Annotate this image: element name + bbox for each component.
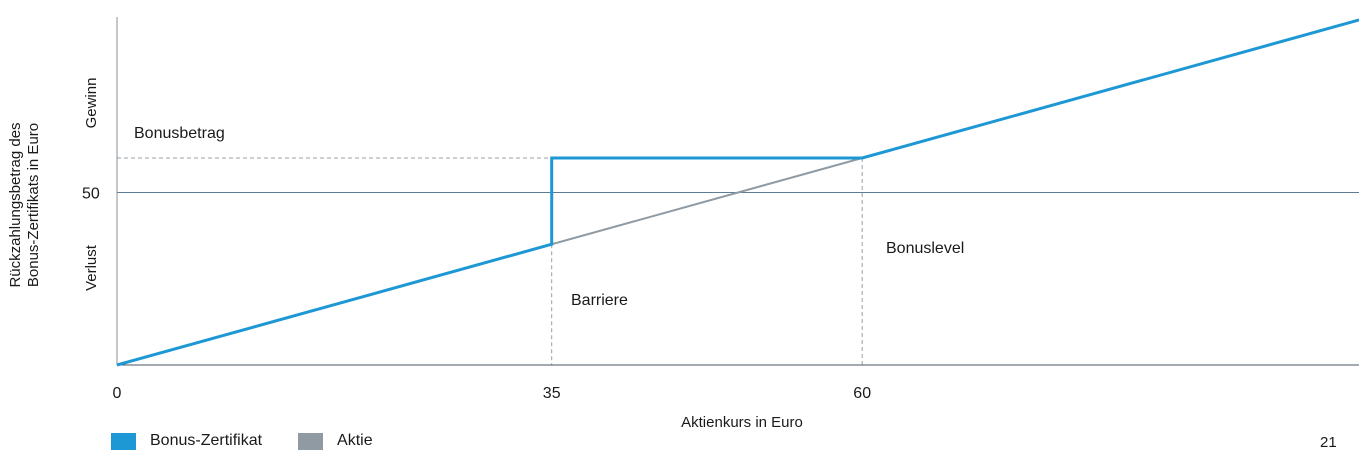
legend-item-aktie: Aktie [298, 432, 373, 450]
annotation-bonusbetrag: Bonusbetrag [134, 125, 225, 142]
x-tick-label-35: 35 [543, 385, 561, 402]
y-axis-label-line1: Rückzahlungsbetrag des [7, 122, 24, 287]
annotation-barriere: Barriere [571, 292, 628, 309]
legend-swatch-aktie [298, 432, 324, 450]
x-axis-label: Aktienkurs in Euro [681, 414, 803, 431]
series-line-bonus-zertifikat [116, 18, 1359, 367]
x-tick-label-0: 0 [113, 385, 122, 402]
y-region-label-gewinn: Gewinn [83, 78, 100, 129]
annotation-bonuslevel: Bonuslevel [886, 240, 964, 257]
y-axis-label-line2: Bonus-Zertifikats in Euro [25, 123, 42, 287]
legend-swatch-bonus-zertifikat [111, 432, 136, 450]
legend-label-aktie: Aktie [337, 432, 373, 449]
legend-label-bonus-zertifikat: Bonus-Zertifikat [150, 432, 263, 449]
legend: Bonus-Zertifikat Aktie [111, 432, 409, 450]
y-tick-label-50: 50 [82, 186, 100, 203]
page-number: 21 [1320, 434, 1337, 451]
x-tick-label-60: 60 [853, 385, 871, 402]
legend-item-bonus-zertifikat: Bonus-Zertifikat [111, 432, 262, 450]
y-region-label-verlust: Verlust [83, 244, 100, 291]
